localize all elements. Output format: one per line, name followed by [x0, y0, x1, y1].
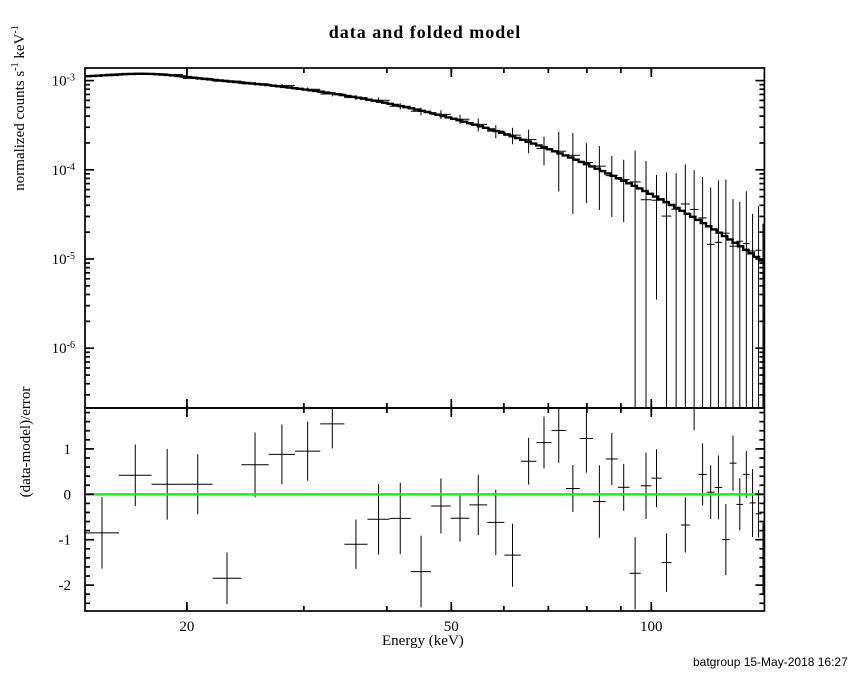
svg-text:10-3: 10-3 [52, 72, 75, 90]
svg-text:20: 20 [179, 619, 194, 635]
svg-text:10-4: 10-4 [52, 161, 75, 179]
svg-text:100: 100 [640, 619, 663, 635]
svg-text:-1: -1 [59, 533, 72, 549]
svg-text:data and folded model: data and folded model [329, 22, 522, 42]
svg-text:10-5: 10-5 [52, 251, 75, 269]
svg-text:-2: -2 [59, 578, 72, 594]
svg-text:10-6: 10-6 [52, 340, 75, 358]
svg-text:1: 1 [64, 442, 72, 458]
svg-text:0: 0 [64, 487, 72, 503]
